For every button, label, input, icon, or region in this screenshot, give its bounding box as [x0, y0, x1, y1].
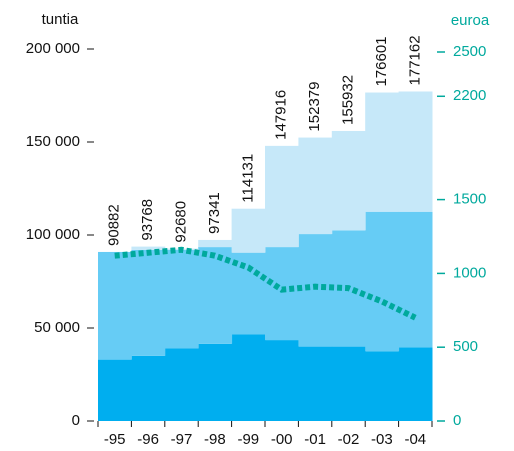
- y2-tick-label: 2200: [453, 87, 486, 104]
- total-label: 155932: [339, 75, 356, 125]
- total-label: 147916: [273, 90, 290, 140]
- total-label: 97341: [206, 192, 223, 234]
- area-segment: [265, 340, 299, 421]
- y2-tick-label: 1500: [453, 191, 486, 208]
- x-tick-label: -96: [137, 431, 159, 448]
- y2-axis-label: euroa: [451, 12, 490, 29]
- total-label: 90882: [106, 204, 123, 246]
- area-segment: [365, 92, 400, 212]
- y-tick-label: 200 000: [26, 40, 80, 57]
- areas: [98, 91, 433, 421]
- x-tick-label: -03: [371, 431, 393, 448]
- area-segment: [265, 145, 299, 248]
- area-segment: [198, 247, 233, 344]
- area-segment: [398, 347, 433, 421]
- area-segment: [198, 343, 233, 421]
- y-tick-label: 0: [72, 412, 80, 429]
- area-segment: [298, 137, 333, 235]
- area-segment: [198, 239, 233, 248]
- y-tick-label: 150 000: [26, 133, 80, 150]
- area-segment: [298, 346, 333, 421]
- y2-tick-label: 500: [453, 338, 478, 355]
- area-segment: [98, 251, 132, 360]
- x-tick-label: -98: [204, 431, 226, 448]
- line: [114, 246, 417, 321]
- area-segment: [231, 334, 266, 421]
- y2-tick-label: 1000: [453, 264, 486, 281]
- area-segment: [365, 211, 400, 352]
- total-label: 92680: [172, 201, 189, 243]
- x-tick-label: -02: [338, 431, 360, 448]
- y2-tick-label: 2500: [453, 43, 486, 60]
- x-tick-label: -95: [104, 431, 126, 448]
- area-segment: [164, 348, 199, 421]
- area-segment: [164, 249, 199, 349]
- area-segment: [365, 351, 400, 421]
- total-label: 152379: [306, 82, 323, 132]
- total-label: 114131: [239, 154, 256, 203]
- area-segment: [98, 359, 132, 421]
- x-tick-label: -04: [404, 431, 426, 448]
- area-segment: [298, 234, 333, 347]
- total-label: 177162: [406, 35, 423, 85]
- y2-tick-label: 0: [453, 412, 461, 429]
- total-label: 93768: [139, 199, 156, 241]
- area-segment: [231, 208, 266, 253]
- y-tick-label: 50 000: [34, 319, 80, 336]
- y-tick-label: 100 000: [26, 226, 80, 243]
- area-segment: [331, 346, 366, 421]
- area-segment: [265, 247, 299, 341]
- area-segment: [131, 355, 166, 421]
- x-tick-label: -00: [271, 431, 293, 448]
- area-segment: [398, 211, 433, 348]
- x-tick-label: -99: [237, 431, 259, 448]
- x-tick-label: -01: [304, 431, 326, 448]
- area-segment: [331, 130, 366, 231]
- total-label: 176601: [373, 36, 390, 86]
- y-axis-label: tuntia: [42, 11, 79, 28]
- area-segment: [398, 91, 433, 212]
- area-segment: [131, 246, 166, 250]
- x-tick-label: -97: [171, 431, 193, 448]
- area-segment: [131, 249, 166, 356]
